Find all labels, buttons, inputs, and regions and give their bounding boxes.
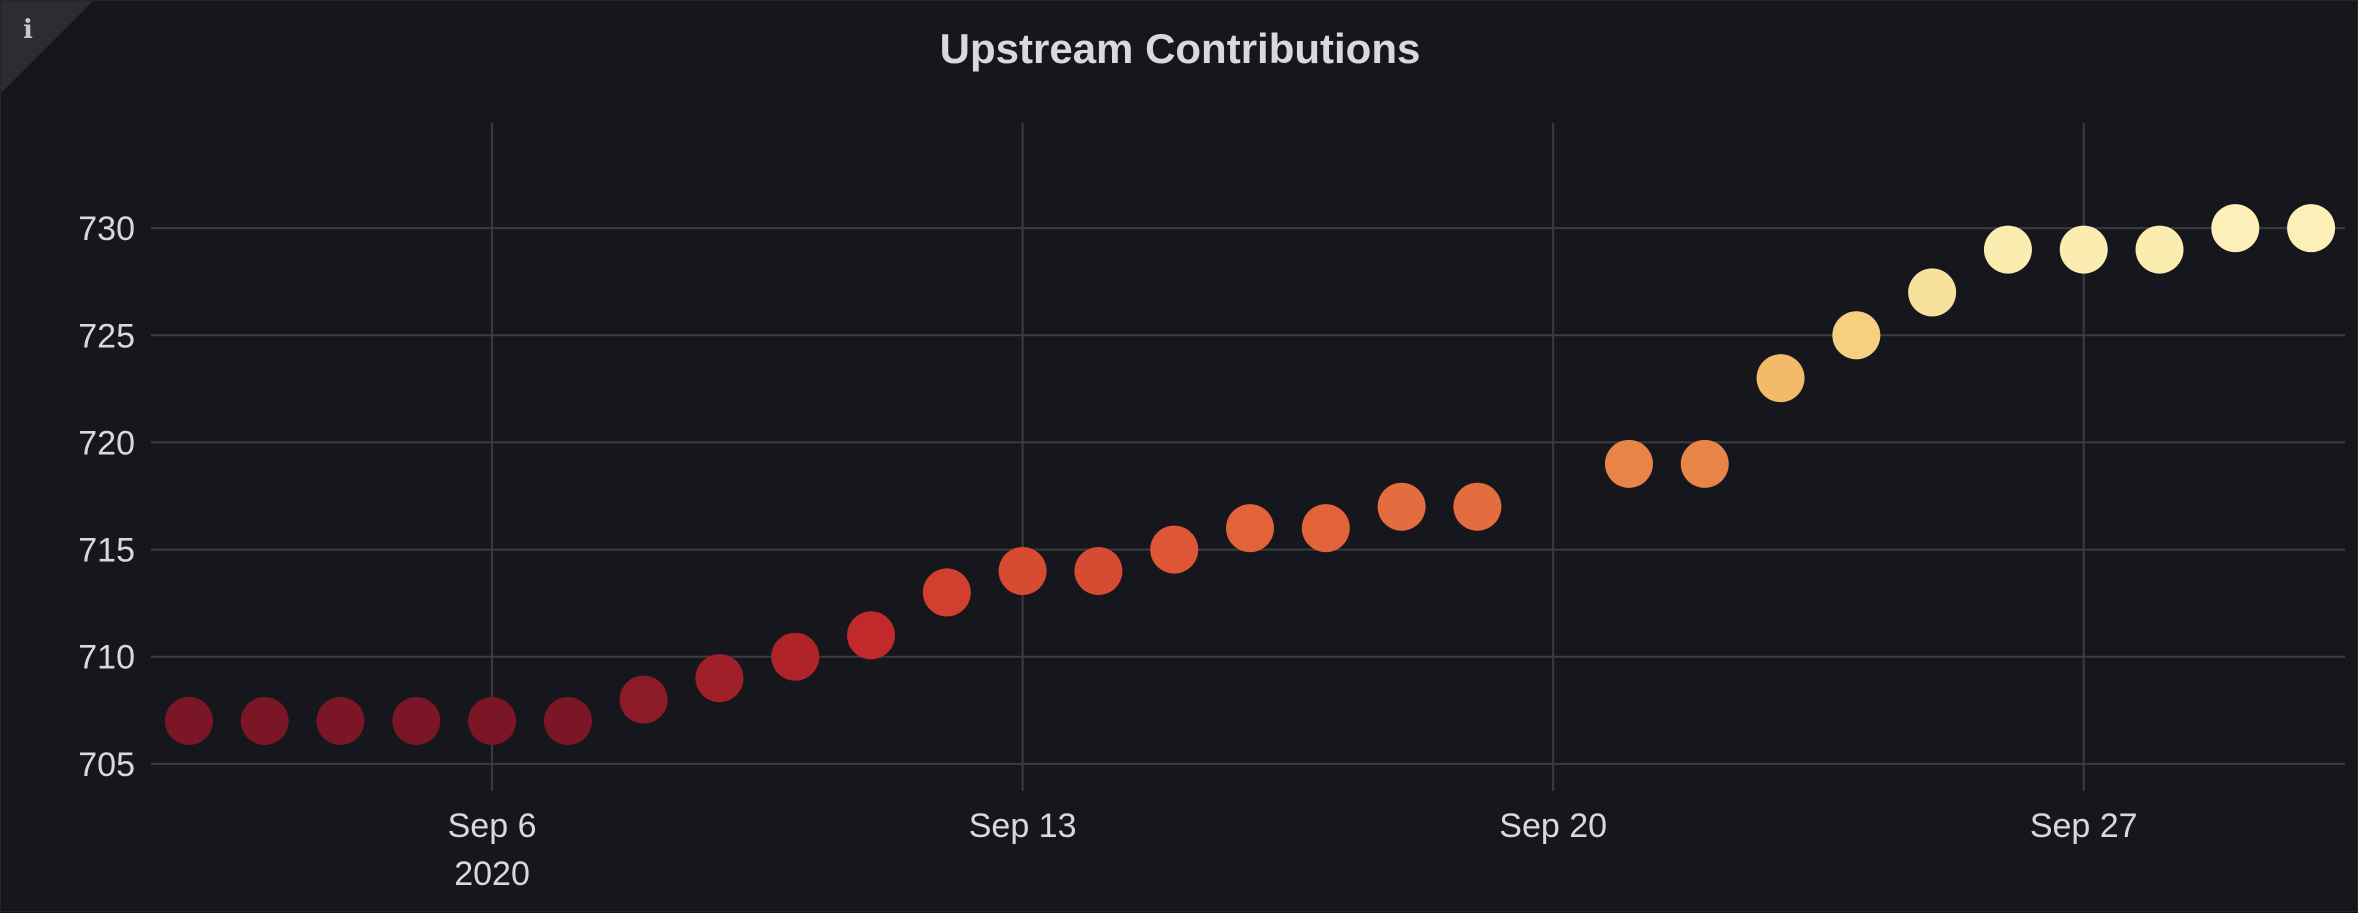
data-point[interactable] [1301, 504, 1350, 553]
y-tick-label: 720 [78, 424, 135, 462]
data-point[interactable] [316, 697, 365, 745]
data-point[interactable] [998, 547, 1047, 595]
data-point[interactable] [1908, 268, 1957, 317]
data-point[interactable] [1150, 525, 1199, 574]
x-tick-label: Sep 6 [448, 807, 537, 845]
data-point[interactable] [543, 697, 592, 745]
data-point[interactable] [1226, 504, 1274, 553]
data-point[interactable] [1074, 547, 1123, 595]
y-tick-label: 730 [78, 210, 135, 248]
x-tick-label: Sep 27 [2030, 807, 2138, 845]
data-point[interactable] [468, 697, 517, 745]
info-corner[interactable] [1, 1, 93, 93]
x-tick-label: Sep 13 [969, 807, 1077, 845]
data-point[interactable] [2211, 204, 2260, 253]
data-point[interactable] [1983, 225, 2032, 274]
data-point[interactable] [771, 632, 820, 681]
y-tick-label: 705 [78, 746, 135, 784]
panel-title: Upstream Contributions [939, 25, 1421, 72]
data-point[interactable] [392, 697, 441, 745]
y-tick-label: 725 [78, 317, 135, 355]
y-tick-label: 710 [78, 639, 135, 677]
data-point[interactable] [2287, 204, 2336, 253]
data-point[interactable] [1377, 482, 1426, 531]
data-point[interactable] [1680, 439, 1729, 488]
data-point[interactable] [1832, 311, 1881, 360]
data-point[interactable] [695, 654, 744, 703]
data-point[interactable] [2059, 225, 2108, 274]
data-point[interactable] [619, 675, 668, 724]
data-point[interactable] [164, 697, 213, 745]
data-point[interactable] [1453, 482, 1502, 531]
data-point[interactable] [847, 611, 896, 660]
info-icon[interactable]: i [23, 15, 33, 45]
y-tick-label: 715 [78, 532, 135, 570]
data-point[interactable] [1604, 439, 1653, 488]
data-point[interactable] [240, 697, 289, 745]
data-point[interactable] [2135, 225, 2184, 274]
x-tick-label: Sep 20 [1499, 807, 1607, 845]
data-point[interactable] [922, 568, 971, 617]
data-point[interactable] [1756, 354, 1805, 403]
x-tick-year-label: 2020 [454, 855, 530, 893]
